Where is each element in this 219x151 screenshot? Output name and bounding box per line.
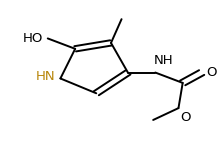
Text: O: O [181,111,191,124]
Text: HO: HO [23,32,44,45]
Text: NH: NH [154,54,174,67]
Text: O: O [206,66,216,79]
Text: HN: HN [35,71,55,84]
